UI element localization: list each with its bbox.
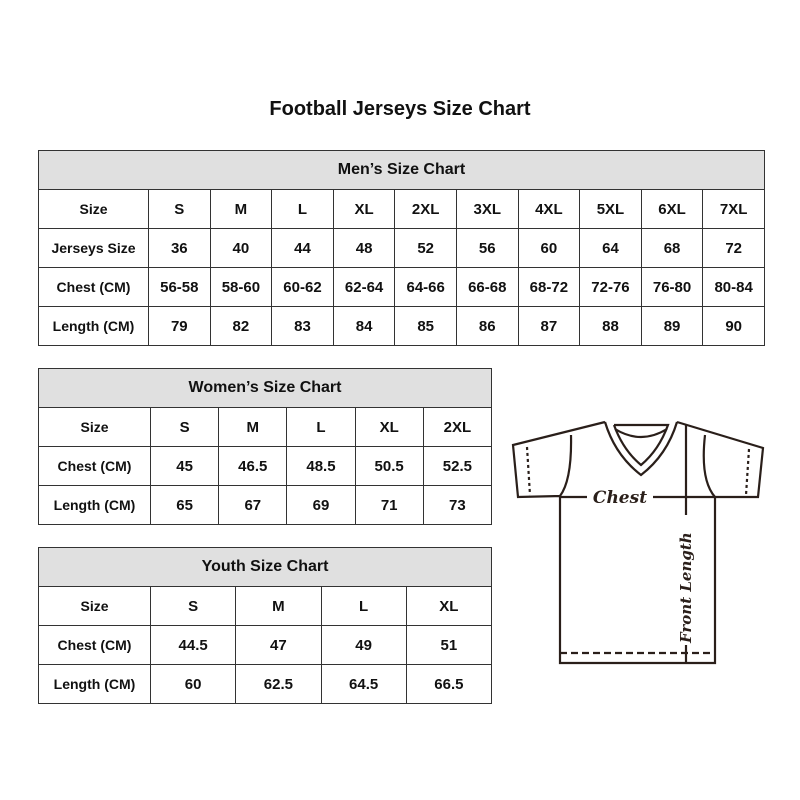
- table-cell: 89: [640, 306, 704, 346]
- table-cell: 51: [405, 625, 493, 665]
- table-cell: 66.5: [405, 664, 493, 704]
- table-cell: S: [149, 586, 237, 626]
- table-cell: 64-66: [394, 267, 457, 307]
- table-cell: 60: [517, 228, 581, 268]
- table-cell: 52: [394, 228, 457, 268]
- table-cell: 80-84: [702, 267, 765, 307]
- table-cell: 60: [149, 664, 237, 704]
- table-row: Chest (CM) 45 46.5 48.5 50.5 52.5: [38, 446, 493, 486]
- table-cell: L: [320, 586, 407, 626]
- table-cell: S: [149, 407, 220, 447]
- table-cell: 79: [148, 306, 211, 346]
- men-table-heading: Men’s Size Chart: [38, 150, 765, 190]
- table-row: Jerseys Size 36 40 44 48 52 56 60 64 68 72: [38, 228, 765, 268]
- youth-size-table: Youth Size Chart Size S M L XL Chest (CM) 44.5 4…: [37, 547, 493, 704]
- table-cell: 72-76: [579, 267, 642, 307]
- table-row: Size S M L XL: [38, 586, 493, 626]
- youth-table-heading: Youth Size Chart: [37, 547, 493, 587]
- table-cell: 85: [394, 306, 457, 346]
- row-label: Chest (CM): [38, 267, 149, 307]
- table-cell: 2XL: [394, 189, 457, 229]
- table-cell: 84: [332, 306, 396, 346]
- table-cell: 65: [149, 485, 220, 525]
- table-cell: 5XL: [579, 189, 642, 229]
- table-row: Size S M L XL 2XL: [38, 407, 493, 447]
- jersey-diagram: Chest Front Length: [511, 420, 765, 665]
- table-cell: 56: [455, 228, 519, 268]
- table-row: Chest (CM) 56-58 58-60 60-62 62-64 64-66 66-68…: [38, 267, 765, 307]
- table-cell: 73: [422, 485, 493, 525]
- table-row: Length (CM) 79 82 83 84 85 86 87 88 89 90: [38, 306, 765, 346]
- table-cell: L: [271, 189, 334, 229]
- table-cell: 45: [149, 446, 220, 486]
- table-cell: 69: [286, 485, 356, 525]
- table-cell: 44: [271, 228, 334, 268]
- front-length-label: Front Length: [677, 532, 695, 644]
- table-cell: 68-72: [517, 267, 581, 307]
- table-cell: 71: [354, 485, 424, 525]
- table-cell: 3XL: [455, 189, 519, 229]
- row-label: Length (CM): [38, 485, 151, 525]
- row-label: Length (CM): [38, 306, 149, 346]
- table-cell: 60-62: [271, 267, 334, 307]
- table-cell: S: [148, 189, 211, 229]
- table-cell: 86: [455, 306, 519, 346]
- table-cell: 48.5: [286, 446, 356, 486]
- table-cell: 68: [640, 228, 704, 268]
- row-label: Size: [38, 407, 151, 447]
- page-title: Football Jerseys Size Chart: [269, 98, 531, 120]
- table-cell: 83: [271, 306, 334, 346]
- row-label: Chest (CM): [38, 446, 151, 486]
- table-cell: 50.5: [354, 446, 424, 486]
- table-cell: 66-68: [455, 267, 519, 307]
- table-cell: 87: [517, 306, 581, 346]
- row-label: Size: [38, 189, 149, 229]
- table-cell: 36: [148, 228, 211, 268]
- table-cell: 62-64: [332, 267, 396, 307]
- row-label: Length (CM): [38, 664, 151, 704]
- table-cell: 7XL: [702, 189, 765, 229]
- table-cell: 56-58: [148, 267, 211, 307]
- table-cell: 64.5: [320, 664, 407, 704]
- table-cell: 64: [579, 228, 642, 268]
- table-cell: 44.5: [149, 625, 237, 665]
- table-cell: M: [209, 189, 273, 229]
- table-cell: 82: [209, 306, 273, 346]
- table-row: Length (CM) 65 67 69 71 73: [38, 485, 493, 525]
- table-cell: 72: [702, 228, 765, 268]
- table-cell: 6XL: [640, 189, 704, 229]
- table-cell: 49: [320, 625, 407, 665]
- table-cell: 48: [332, 228, 396, 268]
- row-label: Jerseys Size: [38, 228, 149, 268]
- table-cell: L: [286, 407, 356, 447]
- table-cell: XL: [332, 189, 396, 229]
- table-cell: 2XL: [422, 407, 493, 447]
- table-row: Chest (CM) 44.5 47 49 51: [38, 625, 493, 665]
- table-cell: M: [218, 407, 288, 447]
- table-cell: 47: [235, 625, 322, 665]
- table-cell: 76-80: [640, 267, 704, 307]
- table-row: Size S M L XL 2XL 3XL 4XL 5XL 6XL 7XL: [38, 189, 765, 229]
- table-cell: XL: [405, 586, 493, 626]
- mens-size-table: Men’s Size Chart Size S M L XL 2XL 3XL 4XL 5XL 6XL…: [38, 150, 765, 346]
- womens-size-table: Women’s Size Chart Size S M L XL 2XL Chest (CM)…: [37, 368, 493, 525]
- women-table-heading: Women’s Size Chart: [37, 368, 493, 408]
- table-cell: XL: [354, 407, 424, 447]
- table-cell: 88: [579, 306, 642, 346]
- table-cell: 62.5: [235, 664, 322, 704]
- table-cell: 58-60: [209, 267, 273, 307]
- table-cell: 52.5: [422, 446, 493, 486]
- row-label: Chest (CM): [38, 625, 151, 665]
- table-cell: 4XL: [517, 189, 581, 229]
- table-cell: M: [235, 586, 322, 626]
- row-label: Size: [38, 586, 151, 626]
- table-cell: 90: [702, 306, 765, 346]
- table-row: Length (CM) 60 62.5 64.5 66.5: [38, 664, 493, 704]
- chest-label: Chest: [593, 488, 647, 508]
- table-cell: 40: [209, 228, 273, 268]
- table-cell: 46.5: [218, 446, 288, 486]
- table-cell: 67: [218, 485, 288, 525]
